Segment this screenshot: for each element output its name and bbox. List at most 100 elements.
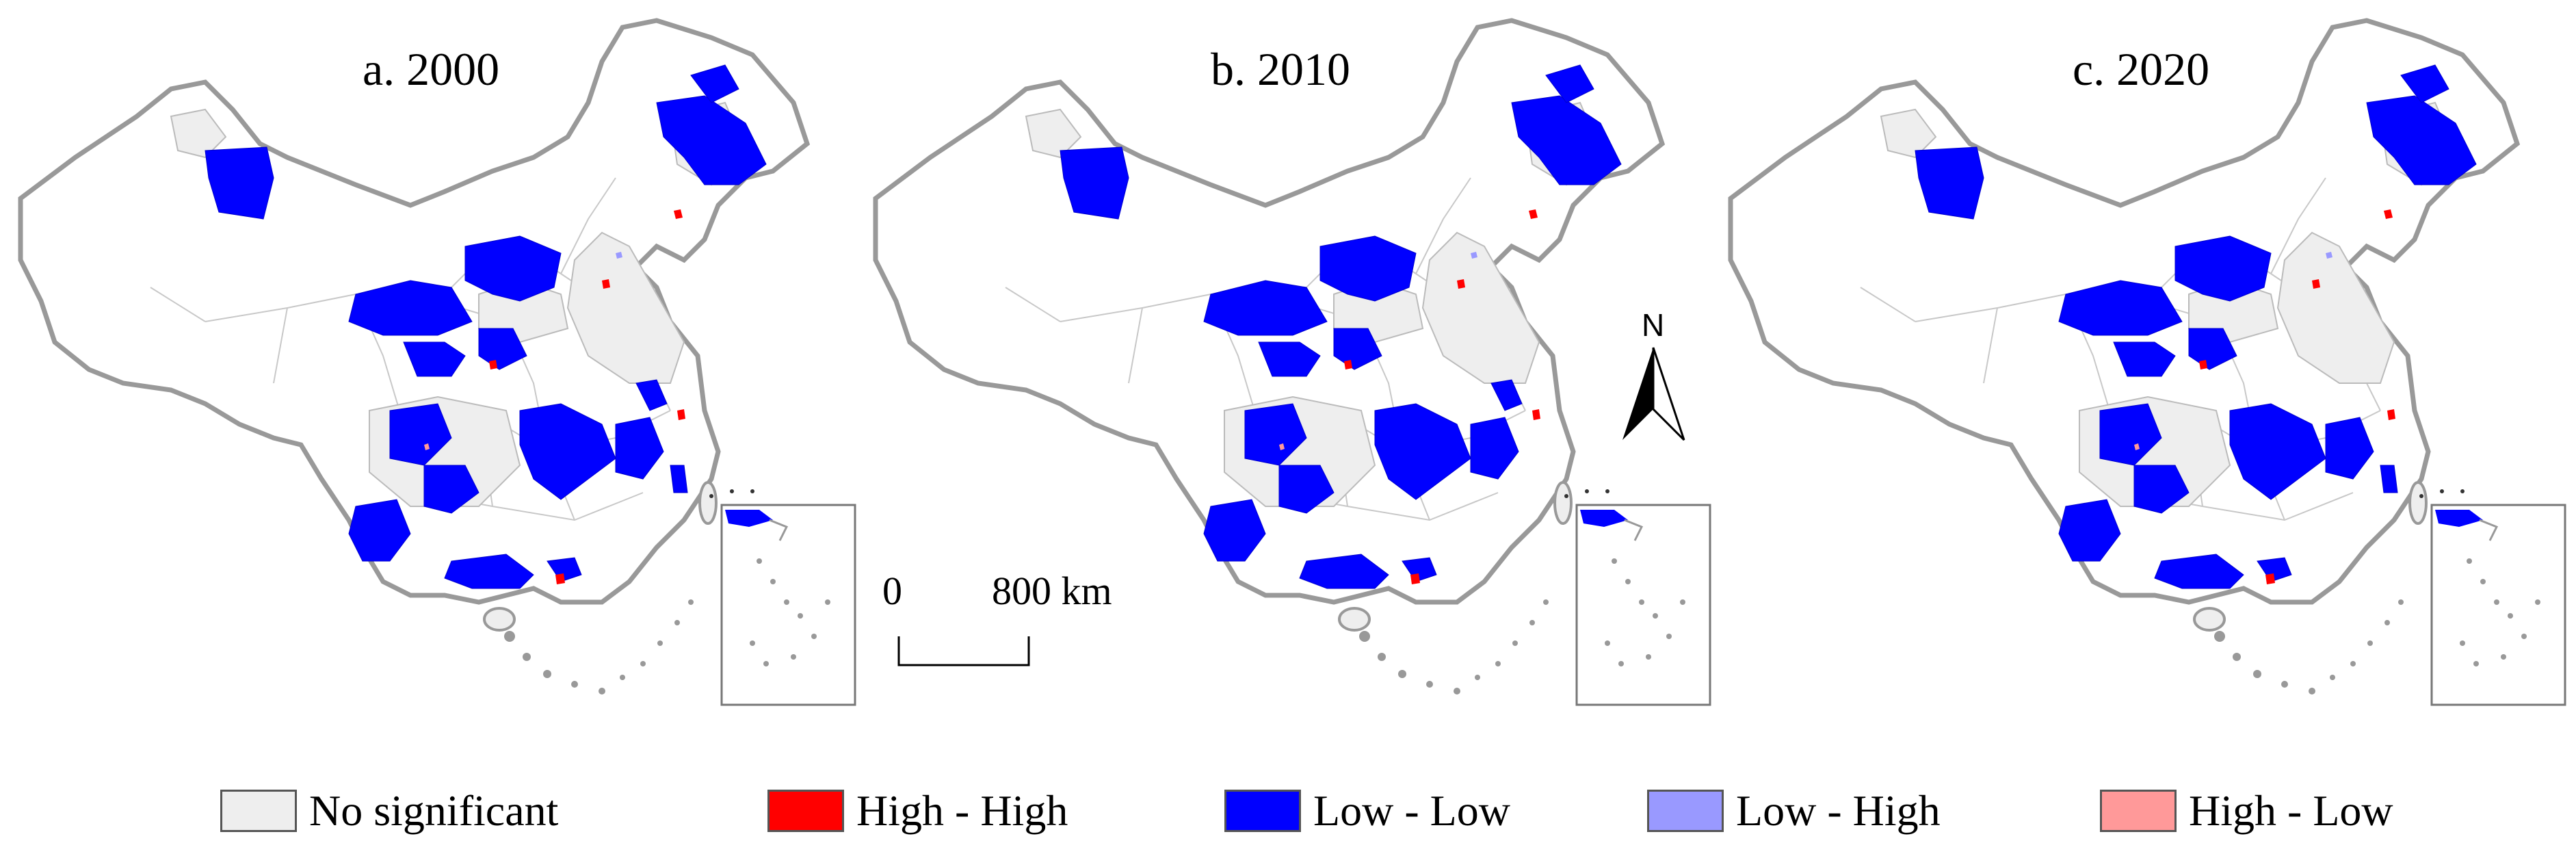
island-dot <box>1398 670 1406 678</box>
legend-item-high-low: High - Low <box>2100 780 2393 842</box>
inset-island-dot <box>1666 634 1672 639</box>
island-dot <box>1359 631 1370 642</box>
cluster-high-high <box>1529 209 1538 219</box>
cluster-low-low <box>2058 499 2121 562</box>
taiwan-island <box>698 481 718 525</box>
cluster-low-low <box>389 403 452 466</box>
inset-island-dot <box>763 661 769 666</box>
island-dot <box>709 494 713 498</box>
inset-island-dot <box>2480 579 2486 584</box>
scale-bar-line <box>897 636 1030 666</box>
island-dot <box>1495 661 1501 666</box>
inset-island-dot <box>791 654 796 660</box>
cluster-high-high <box>1410 573 1420 584</box>
inset-island-dot <box>811 634 817 639</box>
cluster-low-low <box>423 465 479 514</box>
cluster-low-low <box>403 341 466 377</box>
island-dot <box>2367 640 2373 646</box>
cluster-high-high <box>1344 360 1352 369</box>
cluster-low-low <box>2400 64 2449 103</box>
island-dot <box>2233 653 2241 661</box>
south-china-sea-inset <box>720 504 856 706</box>
inset-island-dot <box>2460 640 2465 646</box>
cluster-high-low <box>1279 443 1285 450</box>
cluster-high-high <box>2384 209 2393 219</box>
panel-title: b. 2010 <box>1211 43 1350 95</box>
cluster-low-low <box>1258 341 1321 377</box>
south-china-sea-inset <box>1575 504 1711 706</box>
island-dot <box>674 620 680 625</box>
cluster-low-low <box>1511 95 1622 185</box>
cluster-low-low <box>1299 554 1389 589</box>
cluster-low-low <box>2366 95 2477 185</box>
cluster-high-high <box>1457 279 1465 289</box>
island-dot <box>1454 688 1460 695</box>
cluster-low-low <box>478 328 527 370</box>
cluster-low-high <box>1471 252 1477 259</box>
inset-island-dot <box>2473 661 2479 666</box>
hainan-island <box>2193 607 2226 632</box>
island-dot <box>750 489 754 493</box>
cluster-high-high <box>2199 360 2207 369</box>
island-dot <box>504 631 515 642</box>
legend-item-high-high: High - High <box>767 780 1068 842</box>
island-dot <box>2281 681 2288 688</box>
island-dot <box>2350 661 2356 666</box>
island-dot <box>1426 681 1433 688</box>
island-dot <box>523 653 531 661</box>
island-dot <box>1529 620 1535 625</box>
inset-island-dot <box>1653 613 1658 619</box>
scale-bar: 0 800 km <box>876 568 1163 691</box>
island-dot <box>640 661 646 666</box>
map-panel-2000: a. 2000 <box>0 0 862 725</box>
island-dot <box>1605 489 1609 493</box>
inset-island-dot <box>2501 654 2506 660</box>
inset-island-dot <box>1618 661 1624 666</box>
province-boundary <box>1128 307 1143 384</box>
cluster-high-high <box>2265 573 2275 584</box>
cluster-low-low <box>1545 64 1594 103</box>
legend-label: Low - High <box>1736 786 1941 835</box>
inset-island-dot <box>1605 640 1610 646</box>
scale-distance-label: 800 km <box>992 569 1112 613</box>
island-dot <box>2309 688 2315 695</box>
island-dot <box>730 489 734 493</box>
cluster-low-low <box>1333 328 1382 370</box>
north-arrow: N <box>1616 307 1691 457</box>
cluster-low-low <box>2113 341 2176 377</box>
cluster-high-low <box>424 443 430 450</box>
island-dot <box>1378 653 1386 661</box>
cluster-low-low <box>2380 465 2398 493</box>
legend-item-low-low: Low - Low <box>1224 780 1510 842</box>
cluster-low-low <box>519 403 616 500</box>
island-dot <box>2398 599 2404 605</box>
island-dot <box>543 670 551 678</box>
cluster-low-high <box>616 252 622 259</box>
cluster-low-low <box>1319 235 1417 302</box>
island-dot <box>2440 489 2444 493</box>
cluster-low-low <box>2099 403 2162 466</box>
province-boundary <box>1860 287 1916 322</box>
inset-island-dot <box>2508 613 2513 619</box>
island-dot <box>1512 640 1518 646</box>
legend-item-low-high: Low - High <box>1647 780 1941 842</box>
panel-title: a. 2000 <box>363 43 500 95</box>
island-dot <box>571 681 578 688</box>
island-dot <box>688 599 694 605</box>
cluster-no-significant <box>1880 108 1937 159</box>
inset-island-dot <box>757 558 762 564</box>
map-panel-2010: b. 2010 <box>855 0 1717 725</box>
island-dot <box>1564 494 1568 498</box>
cluster-high-high <box>677 409 685 420</box>
cluster-low-low <box>635 379 668 411</box>
north-label: N <box>1642 307 1665 343</box>
cluster-low-low <box>1278 465 1335 514</box>
cluster-high-high <box>1532 409 1540 420</box>
legend-label: No significant <box>309 786 559 835</box>
cluster-low-low <box>348 280 473 336</box>
legend-swatch <box>767 790 844 832</box>
cluster-no-significant <box>1025 108 1082 159</box>
taiwan-island <box>1553 481 1573 525</box>
inset-island-dot <box>750 640 755 646</box>
